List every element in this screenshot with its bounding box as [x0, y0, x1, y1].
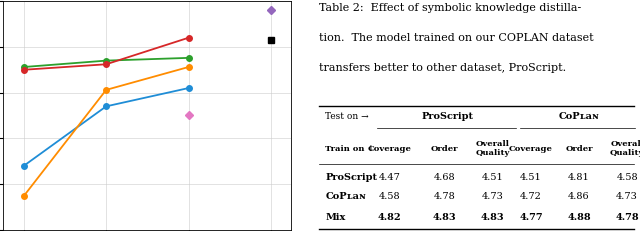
- Text: Coverage: Coverage: [368, 145, 412, 153]
- Text: 4.88: 4.88: [567, 213, 591, 222]
- Text: 4.78: 4.78: [615, 213, 639, 222]
- Text: Overall
Quality: Overall Quality: [610, 140, 640, 157]
- Text: 4.51: 4.51: [481, 173, 503, 182]
- Text: 4.73: 4.73: [616, 192, 638, 201]
- Text: Coverage: Coverage: [509, 145, 553, 153]
- Text: Order: Order: [565, 145, 593, 153]
- Text: 4.77: 4.77: [519, 213, 543, 222]
- Text: 4.72: 4.72: [520, 192, 542, 201]
- Text: tion.  The model trained on our COPLAN dataset: tion. The model trained on our COPLAN da…: [319, 33, 594, 43]
- Text: ProScript: ProScript: [326, 173, 378, 182]
- Text: 4.58: 4.58: [379, 192, 401, 201]
- Text: 4.78: 4.78: [433, 192, 455, 201]
- Text: 4.83: 4.83: [481, 213, 504, 222]
- Text: Order: Order: [431, 145, 458, 153]
- Text: 4.83: 4.83: [433, 213, 456, 222]
- Text: Test on →: Test on →: [326, 112, 369, 121]
- Text: 4.68: 4.68: [433, 173, 455, 182]
- Text: 4.47: 4.47: [379, 173, 401, 182]
- Text: 4.58: 4.58: [616, 173, 638, 182]
- Text: 4.51: 4.51: [520, 173, 541, 182]
- Text: 4.73: 4.73: [481, 192, 503, 201]
- Text: transfers better to other dataset, ProScript.: transfers better to other dataset, ProSc…: [319, 63, 566, 73]
- Text: Table 2:  Effect of symbolic knowledge distilla-: Table 2: Effect of symbolic knowledge di…: [319, 3, 581, 13]
- Text: CᴏPʟaɴ: CᴏPʟaɴ: [559, 112, 600, 121]
- Text: 4.86: 4.86: [568, 192, 590, 201]
- Text: 4.82: 4.82: [378, 213, 401, 222]
- Text: Mix: Mix: [326, 213, 346, 222]
- Text: 4.81: 4.81: [568, 173, 590, 182]
- Text: ProScript: ProScript: [421, 112, 474, 121]
- Text: Overall
Quality: Overall Quality: [475, 140, 509, 157]
- Text: CᴏPʟaɴ: CᴏPʟaɴ: [326, 192, 367, 201]
- Text: Train on ↓: Train on ↓: [326, 145, 375, 153]
